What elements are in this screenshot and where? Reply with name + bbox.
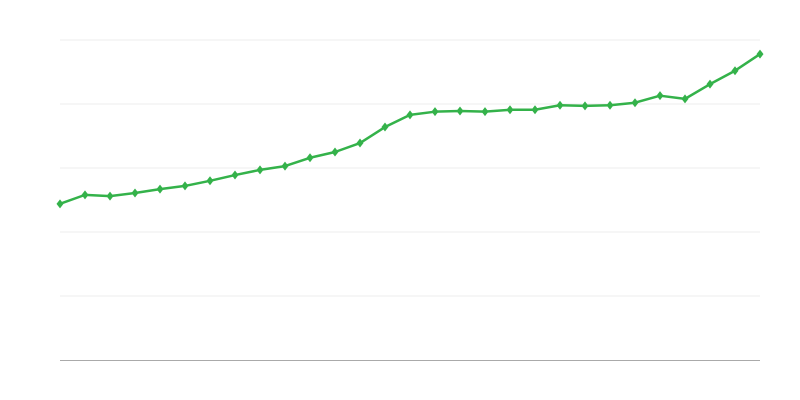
data-point [606,100,614,110]
data-point [306,153,314,163]
data-point [156,184,164,194]
data-point [556,100,564,110]
data-point [406,110,414,120]
data-point [731,66,739,76]
data-point [431,107,439,117]
series-line [59,53,761,206]
data-point [481,107,489,117]
data-point [81,190,89,200]
data-point [56,199,64,209]
data-point [631,98,639,108]
data-point [706,79,714,89]
data-point [381,122,389,132]
data-point [356,138,364,148]
data-point [231,170,239,180]
data-point [581,101,589,111]
data-point [756,49,764,59]
data-point [656,91,664,101]
data-point [206,176,214,186]
data-point [131,188,139,198]
data-point [331,147,339,157]
data-point [506,105,514,115]
data-point [531,105,539,115]
data-point [281,161,289,171]
data-point [106,191,114,201]
data-point [456,106,464,116]
data-point [256,165,264,175]
data-point [181,181,189,191]
data-point [681,94,689,104]
